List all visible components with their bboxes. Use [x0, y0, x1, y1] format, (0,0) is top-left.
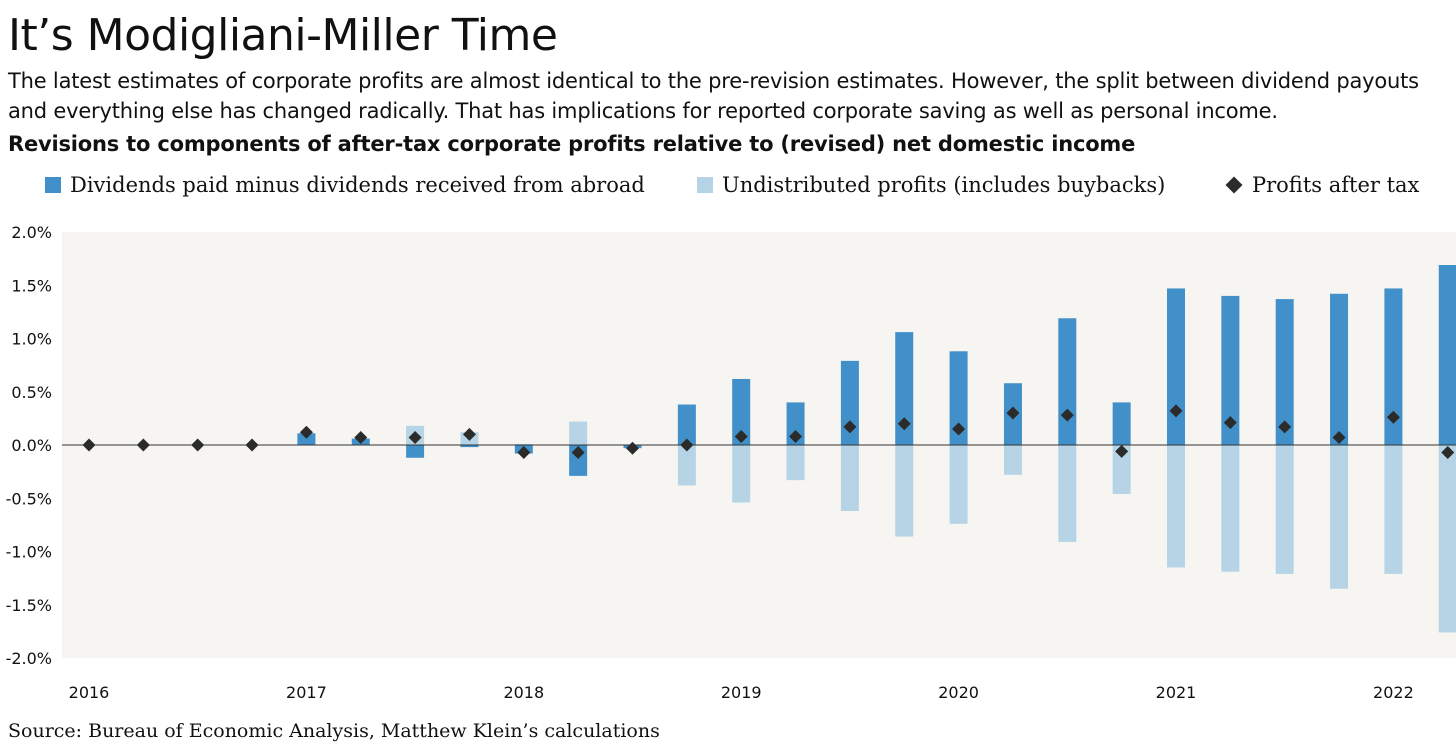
legend-item-dividends: Dividends paid minus dividends received … [45, 173, 645, 197]
profit-marker [1223, 416, 1237, 430]
bar-dividends [1384, 288, 1403, 445]
y-tick-label: 0.0% [11, 436, 52, 455]
bar-undistributed [1003, 445, 1022, 475]
chart-subtitle: The latest estimates of corporate profit… [8, 69, 1419, 123]
profit-marker [517, 445, 531, 459]
bar-dividends [406, 445, 425, 458]
bar-dividends [949, 351, 968, 445]
legend-label-undistributed: Undistributed profits (includes buybacks… [722, 173, 1166, 197]
bar-undistributed [1438, 445, 1456, 633]
legend-item-profits: Profits after tax [1225, 173, 1420, 197]
bar-undistributed [732, 445, 751, 503]
x-tick-label: 2017 [286, 683, 327, 702]
profit-marker [1386, 410, 1400, 424]
bar-dividends [732, 378, 751, 445]
profit-marker [897, 417, 911, 431]
bar-undistributed [1112, 445, 1131, 494]
profit-marker [1278, 420, 1292, 434]
x-tick-label: 2020 [938, 683, 979, 702]
profit-marker [789, 429, 803, 443]
bar-dividends [1112, 402, 1131, 445]
bar-dividends [1167, 288, 1185, 445]
bar-undistributed [677, 445, 696, 486]
chart-title: Revisions to components of after-tax cor… [8, 132, 1136, 156]
bar-undistributed [840, 445, 859, 512]
bar-undistributed [1384, 445, 1403, 574]
legend-swatch-undistributed [697, 177, 713, 193]
profit-marker [462, 427, 476, 441]
chart-legend: Dividends paid minus dividends received … [0, 170, 1456, 204]
profit-marker [191, 438, 205, 452]
profit-marker [408, 431, 422, 445]
profit-marker [680, 438, 694, 452]
bar-dividends [1330, 293, 1349, 445]
y-tick-label: 0.5% [11, 383, 52, 402]
profit-marker [1332, 431, 1346, 445]
x-tick-label: 2022 [1373, 683, 1414, 702]
bar-undistributed [949, 445, 968, 524]
legend-marker-profits [1225, 176, 1243, 194]
x-tick-label: 2021 [1156, 683, 1197, 702]
bar-undistributed [1221, 445, 1240, 572]
x-tick-label: 2019 [721, 683, 762, 702]
y-tick-label: 1.5% [11, 276, 52, 295]
profit-marker [245, 438, 259, 452]
bar-undistributed [514, 443, 533, 445]
bar-undistributed [1058, 445, 1077, 542]
profit-marker [1441, 445, 1455, 459]
legend-item-undistributed: Undistributed profits (includes buybacks… [697, 173, 1165, 197]
profit-marker [952, 422, 966, 436]
profit-marker [82, 438, 96, 452]
bar-dividends [1438, 265, 1456, 445]
bar-undistributed [569, 421, 588, 445]
bar-dividends [1058, 318, 1077, 445]
bar-dividends [840, 360, 859, 445]
y-tick-label: -1.5% [6, 596, 52, 615]
profit-marker [354, 431, 368, 445]
bar-dividends [460, 445, 479, 448]
page-title: It’s Modigliani-Miller Time [8, 10, 558, 61]
profit-marker [1115, 444, 1129, 458]
bar-undistributed [1275, 445, 1294, 574]
y-tick-label: -2.0% [6, 649, 52, 668]
legend-label-profits: Profits after tax [1252, 173, 1420, 197]
y-tick-label: 2.0% [11, 223, 52, 242]
profit-marker [1006, 406, 1020, 420]
y-tick-label: 1.0% [11, 330, 52, 349]
profit-marker [734, 429, 748, 443]
profit-marker [571, 445, 585, 459]
bar-undistributed [1167, 445, 1185, 568]
bar-dividends [297, 433, 316, 445]
profit-marker [1060, 408, 1074, 422]
x-tick-label: 2016 [69, 683, 110, 702]
bar-undistributed [1330, 445, 1349, 589]
legend-swatch-dividends [45, 177, 61, 193]
bar-chart: 2.0% 1.5% 1.0% 0.5% 0.0% -0.5% -1.0% -1.5% -2.0%… [6, 223, 1456, 702]
legend-label-dividends: Dividends paid minus dividends received … [70, 173, 645, 197]
x-tick-label: 2018 [503, 683, 544, 702]
bar-undistributed [895, 445, 914, 537]
y-tick-label: -1.0% [6, 543, 52, 562]
bar-dividends [786, 402, 805, 445]
profit-marker [626, 441, 639, 455]
bar-undistributed [786, 445, 805, 481]
profit-marker [843, 420, 857, 434]
bar-dividends [1221, 295, 1240, 445]
profit-marker [1169, 404, 1183, 418]
profit-marker [299, 425, 313, 439]
bar-dividends [895, 332, 914, 445]
y-tick-label: -0.5% [6, 489, 52, 508]
bar-dividends [1275, 299, 1294, 445]
source-note: Source: Bureau of Economic Analysis, Mat… [8, 720, 660, 742]
bar-dividends [677, 404, 696, 445]
profit-marker [136, 438, 150, 452]
